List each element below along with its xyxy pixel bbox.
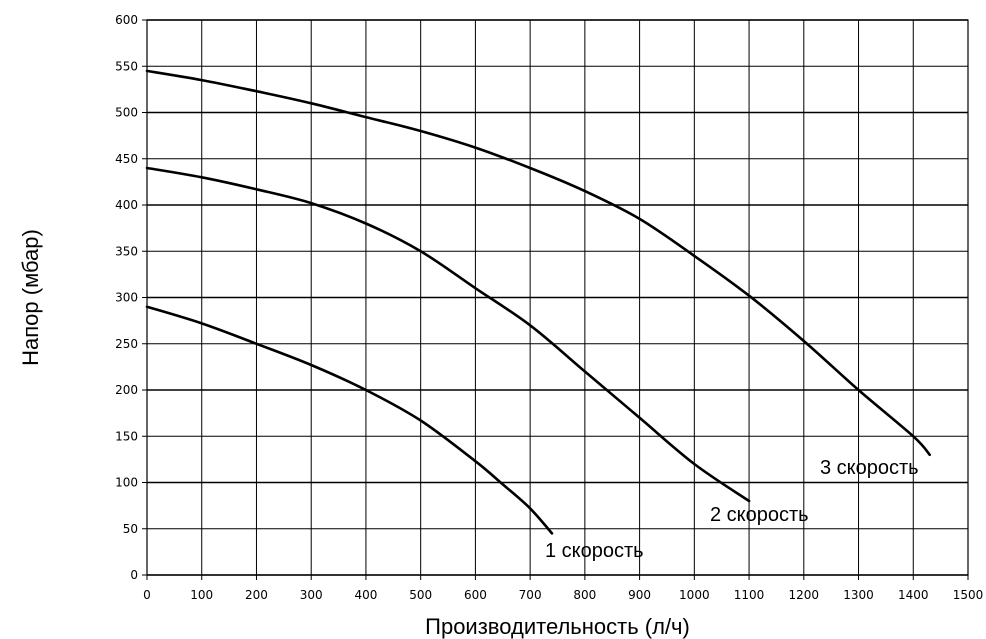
- x-tick-label: 500: [409, 588, 432, 602]
- x-tick-label: 600: [464, 588, 487, 602]
- y-tick-label: 100: [115, 476, 138, 490]
- x-tick-label: 1200: [789, 588, 820, 602]
- series-curve-2: [145, 166, 751, 503]
- y-tick-label: 350: [115, 244, 138, 258]
- gridlines: [146, 19, 969, 576]
- y-tick-label: 550: [115, 59, 138, 73]
- y-tick-label: 200: [115, 383, 138, 397]
- x-axis-ticks: 0 100 200 300 400 500 600 700 800 900 1000 1100 1200…: [143, 575, 983, 602]
- x-tick-label: 400: [354, 588, 377, 602]
- x-tick-label: 700: [519, 588, 542, 602]
- y-axis-ticks: 0 50 100 150 200 250 300 350 400 450 500 550 600: [115, 13, 147, 582]
- y-tick-label: 0: [130, 568, 138, 582]
- series-labels: 1 скорость 2 скорость 3 скорость: [545, 457, 919, 562]
- series-curves: [145, 69, 931, 535]
- series-curve-1: [145, 305, 554, 535]
- x-tick-label: 1000: [679, 588, 710, 602]
- x-tick-label: 1100: [734, 588, 765, 602]
- x-axis-title: Производительность (л/ч): [425, 614, 690, 639]
- x-tick-label: 1400: [898, 588, 929, 602]
- x-tick-label: 1300: [843, 588, 874, 602]
- series-label-1: 1 скорость: [545, 540, 644, 562]
- y-tick-label: 300: [115, 291, 138, 305]
- series-label-2: 2 скорость: [710, 504, 809, 526]
- x-tick-label: 100: [190, 588, 213, 602]
- x-tick-label: 900: [628, 588, 651, 602]
- x-tick-label: 0: [143, 588, 151, 602]
- y-tick-label: 500: [115, 106, 138, 120]
- series-curve-3: [145, 69, 931, 457]
- y-tick-label: 400: [115, 198, 138, 212]
- x-tick-label: 1500: [953, 588, 984, 602]
- series-label-3: 3 скорость: [820, 457, 919, 479]
- y-tick-label: 600: [115, 13, 138, 27]
- x-tick-label: 200: [245, 588, 268, 602]
- y-tick-label: 450: [115, 152, 138, 166]
- x-tick-label: 800: [573, 588, 596, 602]
- y-tick-label: 150: [115, 429, 138, 443]
- y-tick-label: 250: [115, 337, 138, 351]
- y-tick-label: 50: [123, 522, 138, 536]
- y-axis-title: Напор (мбар): [18, 229, 43, 366]
- x-tick-label: 300: [300, 588, 323, 602]
